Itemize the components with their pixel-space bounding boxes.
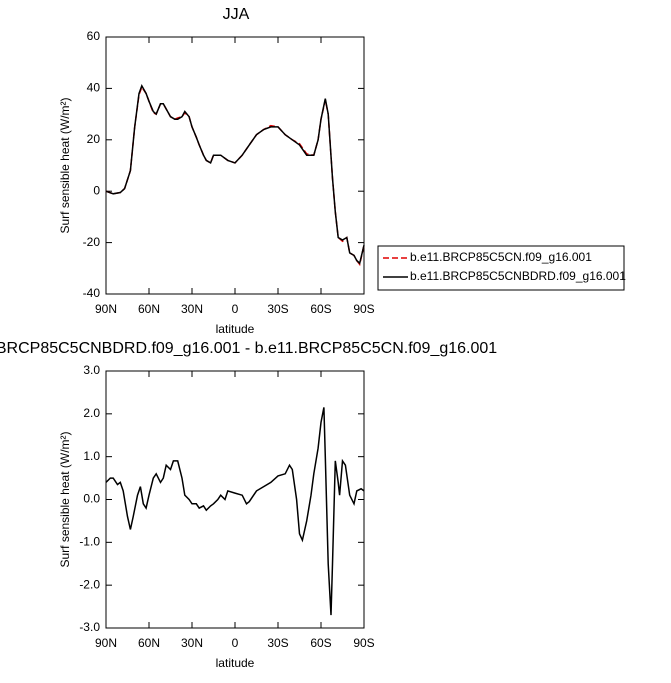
x-tick-label: 90S — [353, 302, 374, 316]
y-tick-label: 1.0 — [83, 449, 100, 463]
x-tick-label: 60S — [310, 636, 331, 650]
x-tick-label: 60S — [310, 302, 331, 316]
x-tick-label: 90N — [95, 302, 117, 316]
x-axis-label: latitude — [216, 322, 255, 336]
x-tick-label: 60N — [138, 636, 160, 650]
x-tick-label: 30S — [267, 302, 288, 316]
x-tick-label: 60N — [138, 302, 160, 316]
y-tick-label: 3.0 — [83, 363, 100, 377]
data-line — [105, 407, 365, 616]
y-tick-label: 20 — [87, 132, 101, 146]
legend-label: b.e11.BRCP85C5CN.f09_g16.001 — [410, 250, 592, 264]
legend-box — [377, 245, 625, 291]
data-line — [105, 85, 365, 267]
y-tick-label: -20 — [83, 235, 101, 249]
y-tick-label: -1.0 — [79, 535, 100, 549]
y-tick-label: 2.0 — [83, 406, 100, 420]
data-line — [105, 84, 365, 265]
y-tick-label: -40 — [83, 286, 101, 300]
x-tick-label: 30N — [181, 636, 203, 650]
y-tick-label: 40 — [87, 81, 101, 95]
y-tick-label: 60 — [87, 29, 101, 43]
x-tick-label: 90N — [95, 636, 117, 650]
chart-title: JJA — [223, 6, 250, 23]
y-axis-label: Surf sensible heat (W/m²) — [58, 97, 72, 233]
x-tick-label: 0 — [232, 636, 239, 650]
y-tick-label: 0 — [93, 183, 100, 197]
x-tick-label: 0 — [232, 302, 239, 316]
chart-title: 11.BRCP85C5CNBDRD.f09_g16.001 - b.e11.BR… — [0, 340, 497, 357]
x-axis-label: latitude — [216, 656, 255, 670]
y-axis-label: Surf sensible heat (W/m²) — [58, 431, 72, 567]
legend-label: b.e11.BRCP85C5CNBDRD.f09_g16.001 — [410, 269, 626, 283]
x-tick-label: 90S — [353, 636, 374, 650]
y-tick-label: -3.0 — [79, 620, 100, 634]
x-tick-label: 30N — [181, 302, 203, 316]
plot-frame — [105, 36, 365, 295]
y-tick-label: 0.0 — [83, 492, 100, 506]
x-tick-label: 30S — [267, 636, 288, 650]
y-tick-label: -2.0 — [79, 577, 100, 591]
plot-frame — [105, 370, 365, 629]
